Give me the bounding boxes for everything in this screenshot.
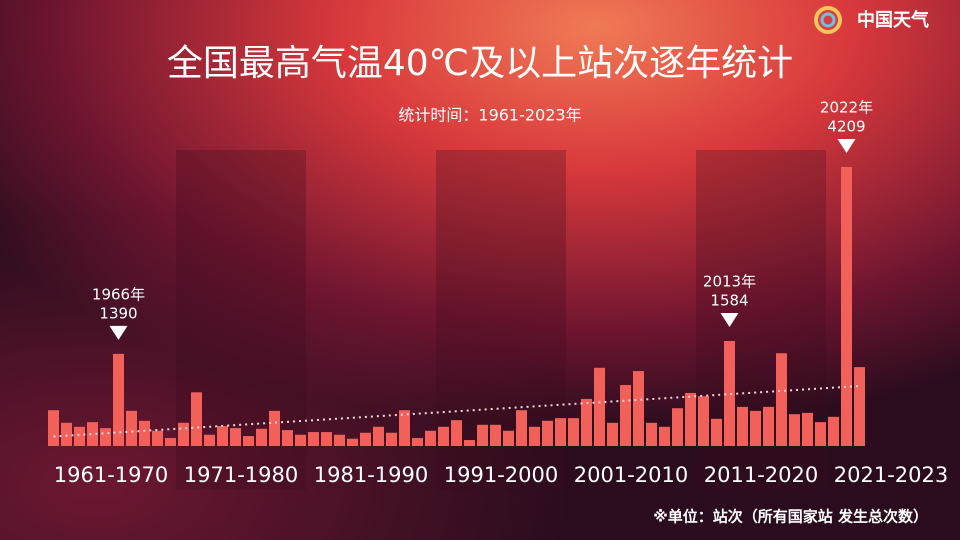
- bar: [607, 422, 618, 446]
- logo-text: 中国天气: [857, 9, 929, 31]
- annotation-marker: [720, 313, 739, 328]
- bar: [282, 430, 293, 446]
- bar: [152, 430, 163, 446]
- x-group-label: 1971-1980: [184, 463, 298, 487]
- bar: [269, 410, 280, 446]
- bar: [698, 396, 709, 446]
- bar: [412, 438, 423, 446]
- bar: [347, 438, 358, 446]
- bar: [204, 434, 215, 446]
- annotation-value: 1390: [99, 304, 137, 322]
- bar: [243, 436, 254, 446]
- annotation-value: 4209: [827, 118, 865, 136]
- annotation-label: 2013年: [703, 273, 756, 291]
- bar: [295, 434, 306, 446]
- bar: [321, 432, 332, 446]
- bar: [386, 432, 397, 446]
- bar: [451, 420, 462, 446]
- bar: [841, 167, 852, 446]
- bar: [74, 426, 85, 446]
- bar: [308, 432, 319, 446]
- bar: [438, 426, 449, 446]
- bar: [217, 426, 228, 446]
- bar: [87, 422, 98, 446]
- bar: [191, 392, 202, 446]
- bar: [776, 353, 787, 446]
- logo-icon: [814, 6, 842, 34]
- bar: [581, 398, 592, 446]
- bar: [61, 422, 72, 446]
- x-group-label: 2001-2010: [574, 463, 688, 487]
- bar: [230, 428, 241, 446]
- annotation-marker: [837, 139, 856, 153]
- bar: [633, 371, 644, 446]
- x-group-label: 1991-2000: [444, 463, 558, 487]
- bar: [789, 414, 800, 446]
- bar: [659, 426, 670, 446]
- annotation-label: 1966年: [92, 285, 145, 303]
- bar: [529, 426, 540, 446]
- bar: [568, 418, 579, 446]
- bar: [139, 420, 150, 446]
- x-group-label: 1981-1990: [314, 463, 428, 487]
- bar: [360, 432, 371, 446]
- bar: [763, 406, 774, 446]
- bar: [828, 416, 839, 446]
- bar: [737, 406, 748, 446]
- bar: [477, 424, 488, 446]
- bar: [113, 353, 124, 446]
- bar: [802, 412, 813, 446]
- bar: [711, 418, 722, 446]
- bar: [100, 428, 111, 446]
- bar: [672, 408, 683, 446]
- bar: [256, 428, 267, 446]
- bar: [516, 410, 527, 446]
- x-group-label: 2011-2020: [704, 463, 818, 487]
- bar: [503, 430, 514, 446]
- bar: [815, 422, 826, 446]
- bar: [48, 410, 59, 446]
- bar: [594, 367, 605, 446]
- bar: [126, 410, 137, 446]
- bar: [334, 434, 345, 446]
- bar: [178, 422, 189, 446]
- bar: [464, 440, 475, 446]
- bar: [620, 385, 631, 446]
- annotation-marker: [109, 325, 128, 340]
- bar: [646, 422, 657, 446]
- bar: [750, 410, 761, 446]
- bar: [165, 438, 176, 446]
- bar: [724, 341, 735, 446]
- logo-icon: [820, 12, 836, 28]
- bar: [373, 426, 384, 446]
- x-group-label: 2021-2023: [834, 463, 948, 487]
- bar: [854, 367, 865, 446]
- note: ※单位：站次（所有国家站 发生总次数）: [653, 508, 928, 526]
- x-group-label: 1961-1970: [54, 463, 168, 487]
- bar: [490, 424, 501, 446]
- trend-line: [53, 385, 860, 438]
- chart-subtitle: 统计时间：1961-2023年: [398, 106, 581, 125]
- bar: [542, 420, 553, 446]
- annotation-label: 2022年: [820, 99, 873, 117]
- bar: [685, 392, 696, 446]
- chart-title: 全国最高气温40℃及以上站次逐年统计: [167, 43, 793, 84]
- bar: [555, 418, 566, 446]
- annotation-value: 1584: [710, 292, 748, 310]
- bar: [425, 430, 436, 446]
- bar: [399, 410, 410, 446]
